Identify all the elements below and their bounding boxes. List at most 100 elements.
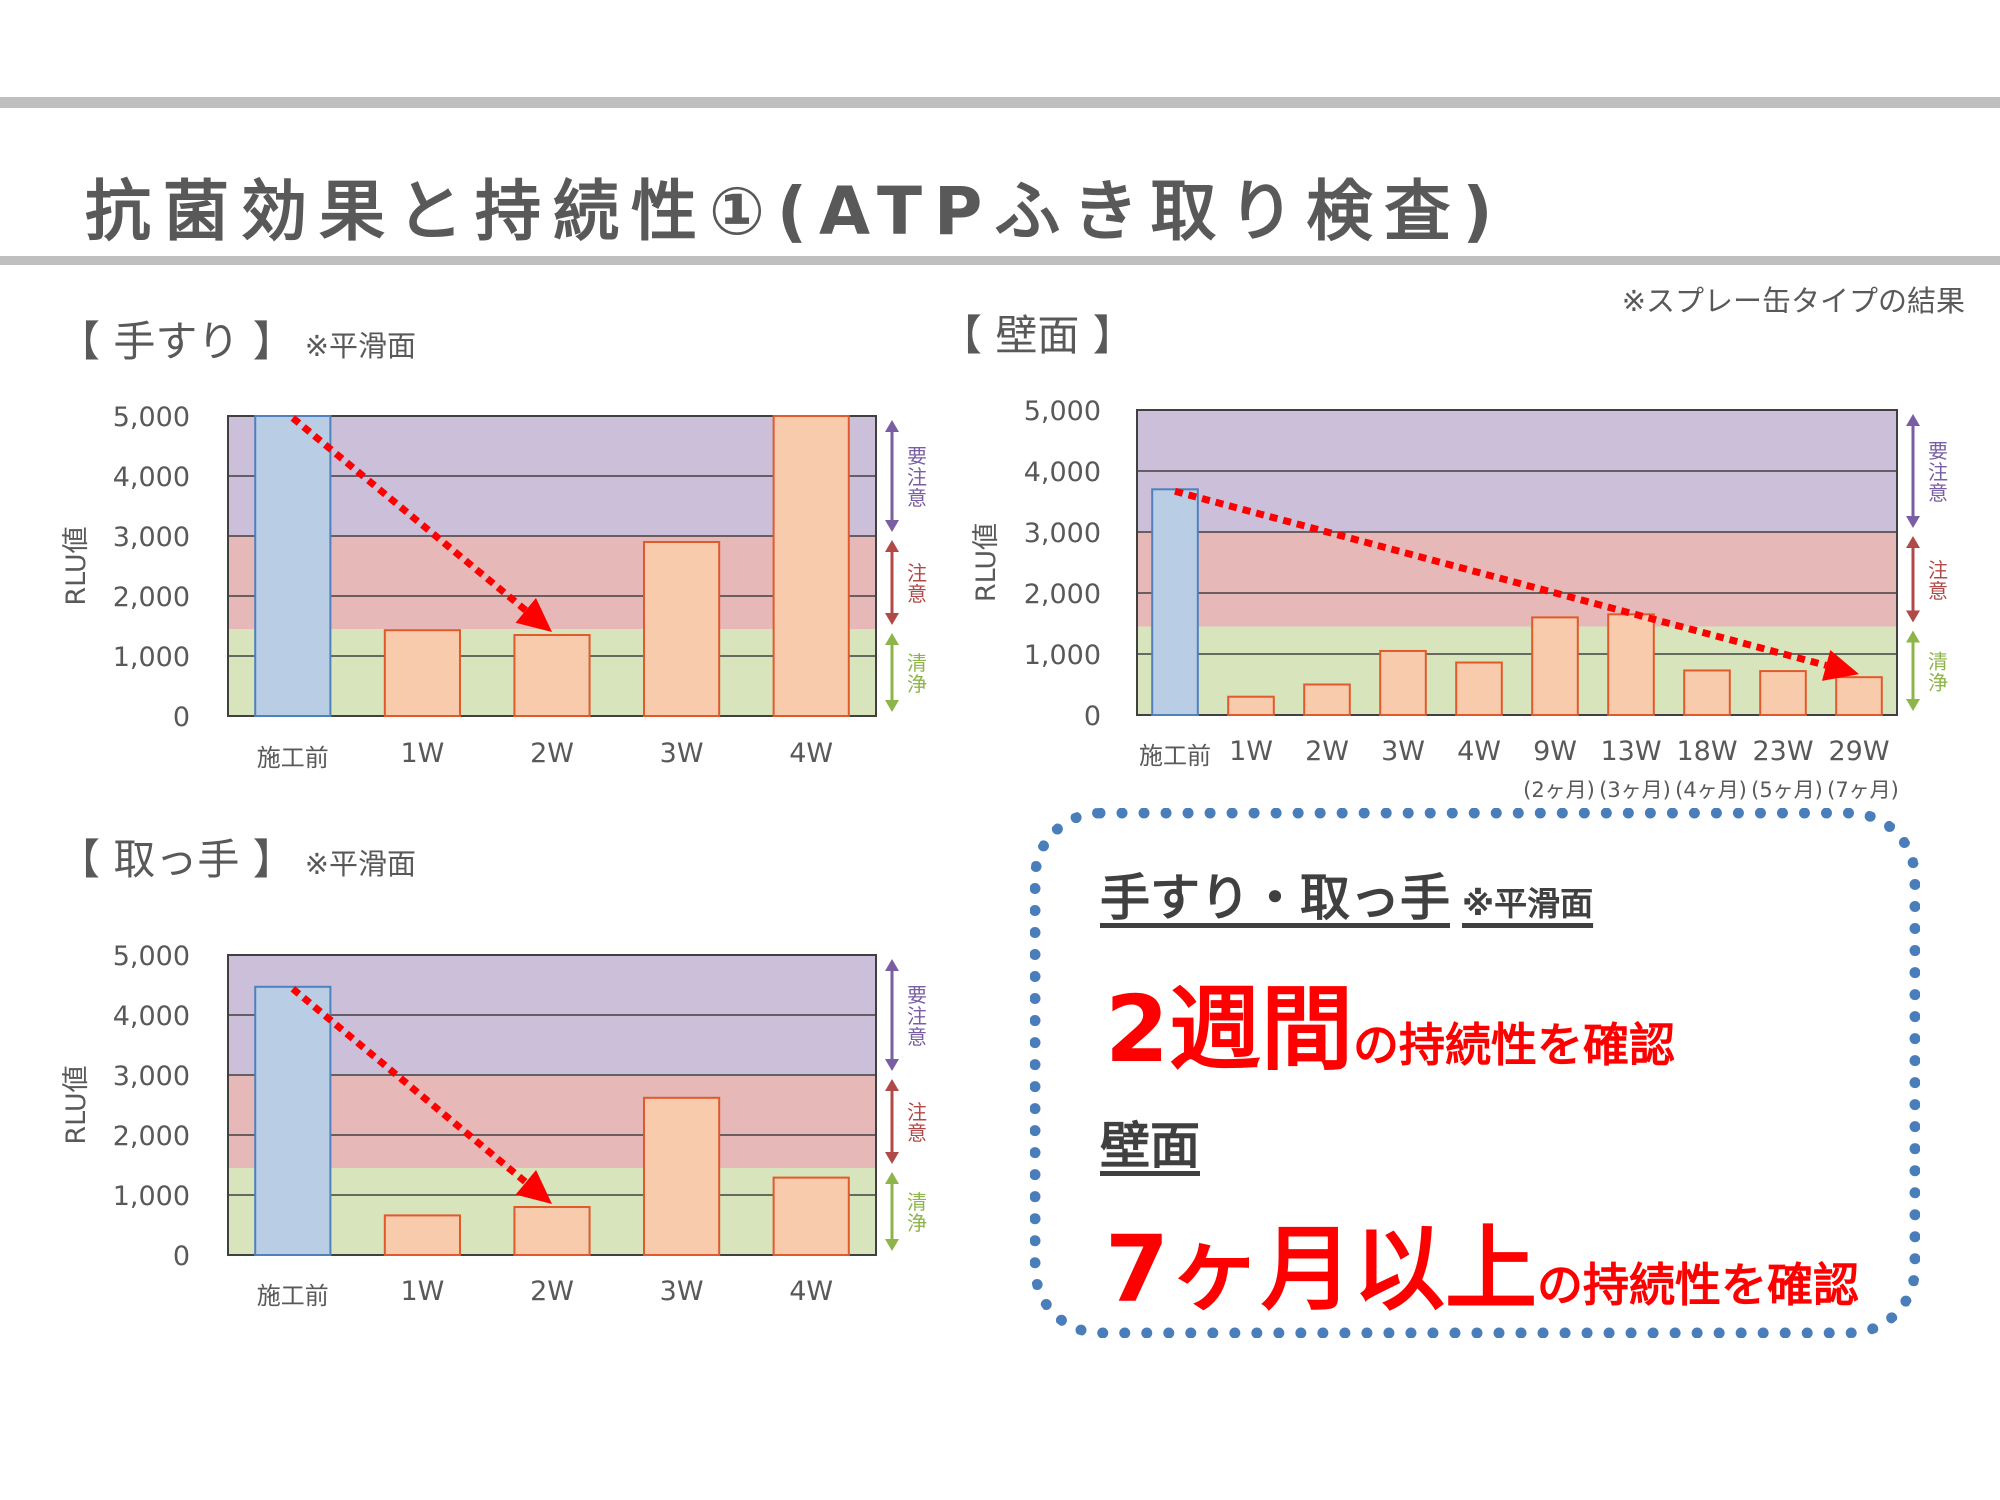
chart2-ytick-label: 1,000 (113, 1181, 190, 1212)
summary-box (1030, 808, 1920, 1338)
chart2-zone-arrowhead-up (885, 1079, 899, 1091)
chart1-category-sublabel: (4ヶ月) (1675, 778, 1747, 802)
chart1-category-label: 施工前 (1139, 742, 1211, 770)
chart2-ytick-label: 2,000 (113, 1121, 190, 1152)
chart1-y-axis-label: RLU値 (971, 523, 1002, 602)
chart2-zone-label-char: 意 (907, 1121, 927, 1145)
summary-result-wall: 7ヶ月以上の持続性を確認 (1105, 1195, 1859, 1328)
chart1-bar-7 (1683, 669, 1731, 716)
chart0-bar-1 (383, 629, 461, 718)
chart2-zone-label-char: 意 (907, 1025, 927, 1049)
summary-result-1-text: の持続性を確認 (1353, 1018, 1676, 1072)
summary-heading-1-sub: ※平滑面 (1462, 884, 1594, 923)
chart1-bar-9 (1835, 676, 1883, 716)
section-handrail-heading: 【 手すり 】 ※平滑面 (58, 308, 416, 369)
chart2-ytick-label: 4,000 (113, 1001, 190, 1032)
chart2-bar-1 (383, 1214, 461, 1257)
chart2-zone-label-char: 注 (907, 1004, 927, 1028)
chart2-zone-1 (228, 1075, 876, 1168)
chart2-bar-4 (772, 1176, 850, 1256)
section-handle-sub: ※平滑面 (304, 847, 417, 881)
chart0-ytick-label: 4,000 (113, 462, 190, 493)
chart1-zone-arrowhead-up (1906, 630, 1920, 643)
chart2-trend-arrowhead (515, 1169, 552, 1204)
chart1-zone-label-char: 清 (1928, 649, 1948, 673)
chart1-category-label: 13W (1600, 736, 1661, 767)
summary-result-2-text: の持続性を確認 (1537, 1258, 1860, 1312)
chart1-ytick-label: 0 (1084, 701, 1101, 732)
chart0-zone-label-char: 清 (907, 651, 927, 675)
chart1-trend-line (1174, 487, 1828, 669)
section-handrail-sub: ※平滑面 (304, 329, 417, 363)
spray-type-note: ※スプレー缶タイプの結果 (1621, 284, 1965, 318)
chart2-ytick-label: 3,000 (113, 1061, 190, 1092)
chart1-bar-6 (1607, 613, 1655, 716)
chart0-ytick-label: 2,000 (113, 582, 190, 613)
chart0-bar-2 (513, 634, 591, 717)
chart0-zone-label-char: 意 (907, 486, 927, 510)
chart1-zone-label-char: 注 (1928, 558, 1948, 582)
chart0-zone-1 (228, 536, 876, 629)
chart2-category-label: 3W (660, 1276, 704, 1307)
chart1-category-sublabel: (3ヶ月) (1599, 778, 1671, 802)
section-handle-label: 【 取っ手 】 (58, 835, 295, 884)
chart0-zone-arrowhead-up (885, 633, 899, 645)
section-wall-heading: 【 壁面 】 (940, 302, 1135, 363)
chart1-zone-arrowhead-up (1906, 414, 1920, 426)
chart1-zone-label-char: 注 (1928, 460, 1948, 484)
chart0-zone-arrowhead-down (885, 700, 899, 712)
chart2-bar-2 (513, 1206, 591, 1256)
chart1-category-label: 4W (1457, 736, 1501, 767)
chart0-zone-label-char: 注 (907, 561, 927, 585)
chart1-zone-label-char: 浄 (1928, 670, 1948, 694)
chart1-category-label: 9W (1533, 736, 1577, 767)
chart0-zone-arrowhead-down (885, 520, 899, 532)
summary-result-handrail-handle: 2週間の持続性を確認 (1105, 955, 1675, 1088)
top-rule (0, 97, 2000, 108)
chart1-zone-label-char: 意 (1928, 579, 1948, 603)
chart0-bar-0 (254, 415, 332, 717)
summary-heading-1-text: 手すり・取っ手 (1100, 869, 1450, 927)
chart2-zone-label-char: 浄 (907, 1211, 927, 1235)
chart0-bar-4 (772, 415, 850, 717)
chart0-zone-label-char: 注 (907, 465, 927, 489)
chart0-ytick-label: 3,000 (113, 522, 190, 553)
chart0-category-label: 3W (660, 738, 704, 769)
chart2-zone-label-char: 注 (907, 1100, 927, 1124)
chart0-ytick-label: 5,000 (113, 402, 190, 433)
chart0-zone-arrowhead-down (885, 613, 899, 625)
chart2-zone-label-char: 要 (907, 983, 927, 1007)
chart1-category-sublabel: (7ヶ月) (1827, 778, 1899, 802)
chart1-category-sublabel: (2ヶ月) (1523, 778, 1595, 802)
chart1-zone-label-char: 要 (1928, 439, 1948, 463)
chart0-category-label: 1W (400, 738, 444, 769)
summary-heading-handrail-handle: 手すり・取っ手 ※平滑面 (1100, 858, 1593, 930)
section-wall-label: 【 壁面 】 (940, 311, 1135, 360)
chart2-zone-label-char: 清 (907, 1190, 927, 1214)
chart1-ytick-label: 2,000 (1024, 579, 1101, 610)
chart1-bar-4 (1455, 661, 1503, 716)
chart2-bar-3 (643, 1096, 721, 1257)
chart1-category-label: 3W (1381, 736, 1425, 767)
chart1-bar-8 (1759, 670, 1807, 717)
chart0-ytick-label: 0 (173, 702, 190, 733)
chart0-zone-arrowhead-up (885, 420, 899, 432)
chart0-category-label: 2W (530, 738, 574, 769)
chart1-ytick-label: 1,000 (1024, 640, 1101, 671)
chart2-trend-line (290, 986, 529, 1185)
chart0-y-axis-label: RLU値 (61, 526, 92, 605)
chart1-ytick-label: 3,000 (1024, 518, 1101, 549)
chart1-zone-arrowhead-up (1906, 536, 1920, 548)
chart0-trend-arrowhead (515, 598, 552, 632)
chart1-zone-arrowhead-down (1906, 610, 1920, 623)
chart1-bar-5 (1531, 616, 1579, 717)
chart1-category-label: 18W (1676, 736, 1737, 767)
chart1-bar-1 (1227, 695, 1275, 717)
chart1-category-label: 2W (1305, 736, 1349, 767)
chart1-zone-arrowhead-down (1906, 516, 1920, 528)
chart0-category-label: 4W (789, 738, 833, 769)
chart1-bar-3 (1379, 649, 1427, 717)
chart2-zone-arrowhead-down (885, 1059, 899, 1071)
chart2-zone-arrowhead-down (885, 1152, 899, 1164)
